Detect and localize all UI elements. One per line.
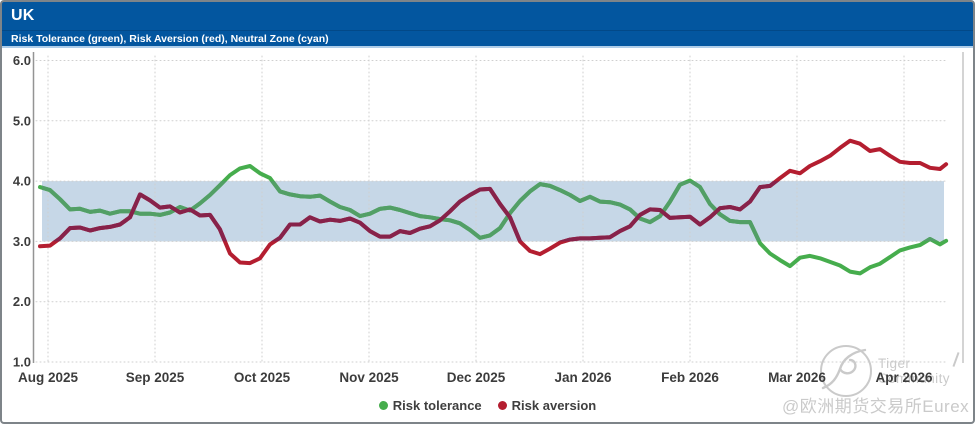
chart-subtitle: Risk Tolerance (green), Risk Aversion (r… — [11, 32, 329, 45]
legend: Risk tolerance Risk aversion — [0, 395, 975, 415]
legend-item-risk-aversion: Risk aversion — [497, 397, 597, 413]
page-title: UK — [11, 7, 35, 24]
x-tick-label: Oct 2025 — [234, 370, 291, 385]
x-tick-label: Sep 2025 — [126, 370, 185, 385]
y-tick-label: 6.0 — [13, 53, 31, 68]
y-tick-label: 3.0 — [13, 234, 31, 249]
risk-tolerance-dot — [378, 400, 388, 410]
y-tick-label: 4.0 — [13, 174, 31, 189]
x-tick-label: Mar 2026 — [768, 370, 826, 385]
y-tick-label: 1.0 — [13, 355, 31, 370]
risk-aversion-line-in-band — [52, 181, 780, 242]
x-tick-label: Apr 2026 — [875, 370, 933, 385]
x-tick-label: Aug 2025 — [18, 370, 79, 385]
legend-label: Risk aversion — [511, 397, 597, 413]
x-tick-label: Feb 2026 — [661, 370, 719, 385]
y-tick-label: 5.0 — [13, 113, 31, 128]
legend-label: Risk tolerance — [392, 397, 482, 413]
risk-aversion-dot — [497, 400, 507, 410]
x-tick-label: Nov 2025 — [339, 370, 399, 385]
watermark-handle: @欧洲期货交易所Eurex — [782, 397, 970, 416]
subtitle-bar: Risk Tolerance (green), Risk Aversion (r… — [2, 30, 973, 48]
in-band-line-group — [42, 181, 944, 242]
x-tick-label: Dec 2025 — [447, 370, 506, 385]
legend-item-risk-tolerance: Risk tolerance — [378, 397, 482, 413]
y-tick-label: 2.0 — [13, 294, 31, 309]
header-bar: UK — [2, 2, 973, 30]
x-tick-label: Jan 2026 — [554, 370, 612, 385]
watermark-brand: Tiger Community — [878, 356, 950, 386]
tiger-community-logo-icon — [820, 345, 872, 397]
